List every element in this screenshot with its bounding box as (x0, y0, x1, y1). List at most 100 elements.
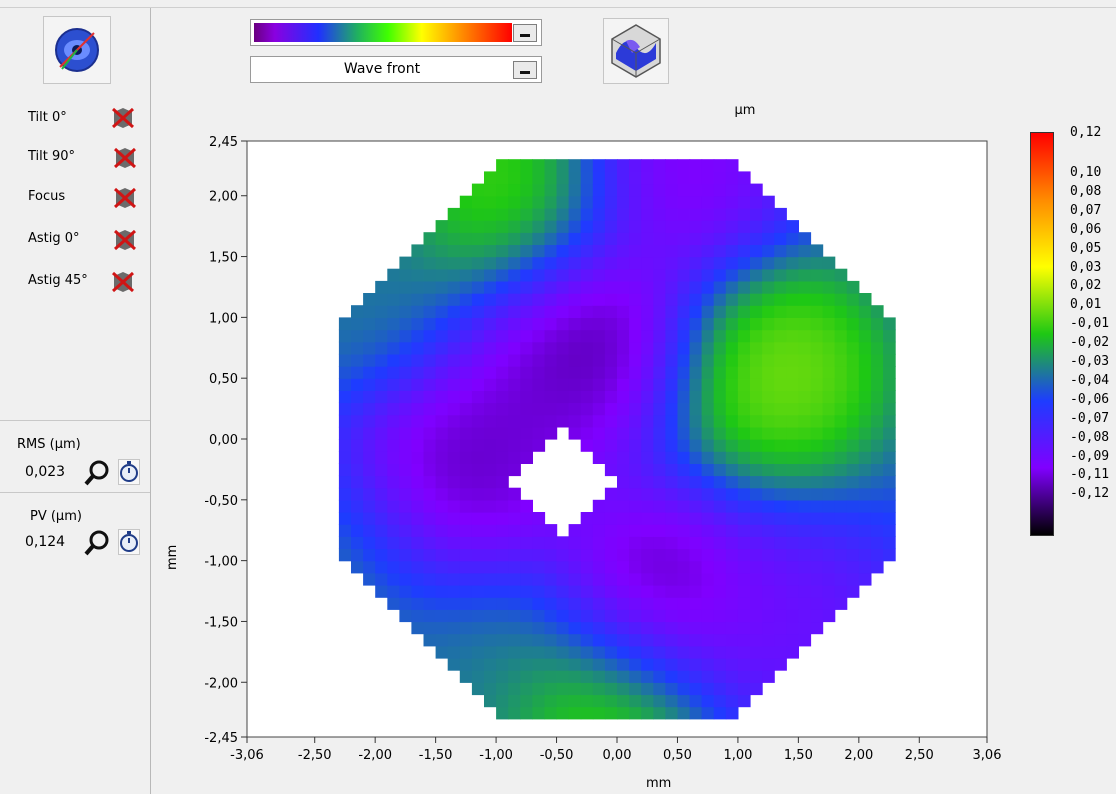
heatmap-cell (629, 341, 642, 355)
chevron-down-icon[interactable] (513, 24, 537, 42)
disabled-x-icon[interactable] (112, 228, 138, 256)
heatmap-cell (810, 524, 824, 537)
heatmap-cell (459, 256, 473, 270)
heatmap-cell (604, 207, 618, 221)
timer-icon[interactable] (118, 459, 140, 485)
heatmap-cell (592, 670, 606, 683)
heatmap-cell (520, 536, 533, 550)
heatmap-cell (665, 475, 679, 489)
heatmap-cell (375, 463, 388, 477)
heatmap-cell (387, 512, 400, 525)
x-tick-label: -3,06 (230, 748, 264, 763)
x-tick-label: 2,50 (905, 748, 934, 763)
chevron-down-icon[interactable] (513, 61, 537, 79)
heatmap-cell (496, 560, 509, 574)
heatmap-cell (665, 195, 679, 209)
heatmap-cell (604, 280, 618, 294)
heatmap-cell (701, 657, 715, 671)
heatmap-cell (701, 159, 715, 172)
heatmap-cell (580, 426, 594, 440)
heatmap-cell (762, 256, 775, 270)
heatmap-cell (750, 232, 763, 245)
heatmap-cell (737, 694, 751, 708)
heatmap-cell (629, 353, 642, 367)
heatmap-cell (641, 499, 654, 513)
heatmap-cell (351, 390, 364, 404)
heatmap-cell (883, 378, 896, 391)
heatmap-cell (629, 426, 642, 440)
heatmap-cell (387, 329, 400, 343)
heatmap-cell (665, 487, 679, 501)
heatmap-cell (713, 305, 727, 318)
heatmap-cell (689, 657, 703, 671)
heatmap-cell (665, 621, 679, 635)
heatmap-cell (496, 159, 509, 172)
palette-select[interactable] (250, 19, 542, 46)
disabled-x-icon[interactable] (110, 270, 136, 298)
disabled-x-icon[interactable] (112, 146, 138, 174)
heatmap-cell (604, 645, 618, 659)
disabled-x-icon[interactable] (112, 186, 138, 214)
heatmap-cell (592, 439, 606, 452)
heatmap-cell (351, 305, 364, 318)
heatmap-cell (604, 439, 618, 452)
heatmap-cell (617, 597, 630, 610)
heatmap-cell (459, 366, 473, 379)
heatmap-cell (653, 548, 666, 562)
heatmap-cell (653, 414, 666, 428)
heatmap-cell (713, 402, 727, 416)
heatmap-cell (532, 402, 546, 416)
heatmap-cell (544, 706, 558, 720)
heatmap-cell (689, 353, 703, 367)
heatmap-cell (713, 633, 727, 647)
heatmap-cell (677, 426, 691, 440)
heatmap-cell (653, 451, 666, 464)
heatmap-cell (713, 621, 727, 635)
display-select[interactable]: Wave front (250, 56, 542, 83)
heatmap-cell (411, 536, 425, 550)
colorbar-tick-label: 0,06 (1070, 222, 1102, 237)
heatmap-cell (459, 463, 473, 477)
heatmap-cell (641, 414, 654, 428)
heatmap-cell (580, 512, 594, 525)
heatmap-cell (447, 244, 461, 258)
heatmap-cell (701, 597, 715, 610)
heatmap-cell (846, 414, 860, 428)
heatmap-cell (846, 402, 860, 416)
beam-analyzer-icon[interactable] (43, 16, 111, 84)
heatmap-cell (459, 390, 473, 404)
heatmap-cell (484, 426, 497, 440)
heatmap-cell (653, 268, 666, 282)
heatmap-cell (617, 390, 630, 404)
heatmap-cell (762, 439, 775, 452)
heatmap-cell (520, 305, 533, 318)
heatmap-cell (870, 341, 884, 355)
heatmap-cell (520, 645, 533, 659)
heatmap-cell (471, 366, 485, 379)
heatmap-cell (568, 572, 582, 586)
heatmap-cell (508, 585, 521, 598)
heatmap-cell (520, 378, 533, 391)
heatmap-cell (846, 572, 860, 586)
zoom-icon[interactable] (83, 459, 111, 487)
heatmap-cell (508, 305, 521, 318)
heatmap-cell (713, 366, 727, 379)
heatmap-cell (701, 414, 715, 428)
heatmap-cell (496, 682, 509, 696)
disabled-x-icon[interactable] (110, 106, 136, 134)
3d-surface-icon[interactable] (603, 18, 669, 84)
heatmap-cell (641, 366, 654, 379)
heatmap-cell (665, 524, 679, 537)
heatmap-cell (798, 426, 812, 440)
heatmap-cell (508, 402, 521, 416)
heatmap-cell (725, 244, 739, 258)
heatmap-cell (592, 426, 606, 440)
heatmap-cell (520, 232, 533, 245)
y-tick-label: 2,00 (209, 190, 238, 205)
heatmap-cell (363, 378, 376, 391)
heatmap-cell (737, 390, 751, 404)
heatmap-cell (677, 572, 691, 586)
timer-icon[interactable] (118, 529, 140, 555)
heatmap-cell (822, 341, 836, 355)
zoom-icon[interactable] (83, 529, 111, 557)
